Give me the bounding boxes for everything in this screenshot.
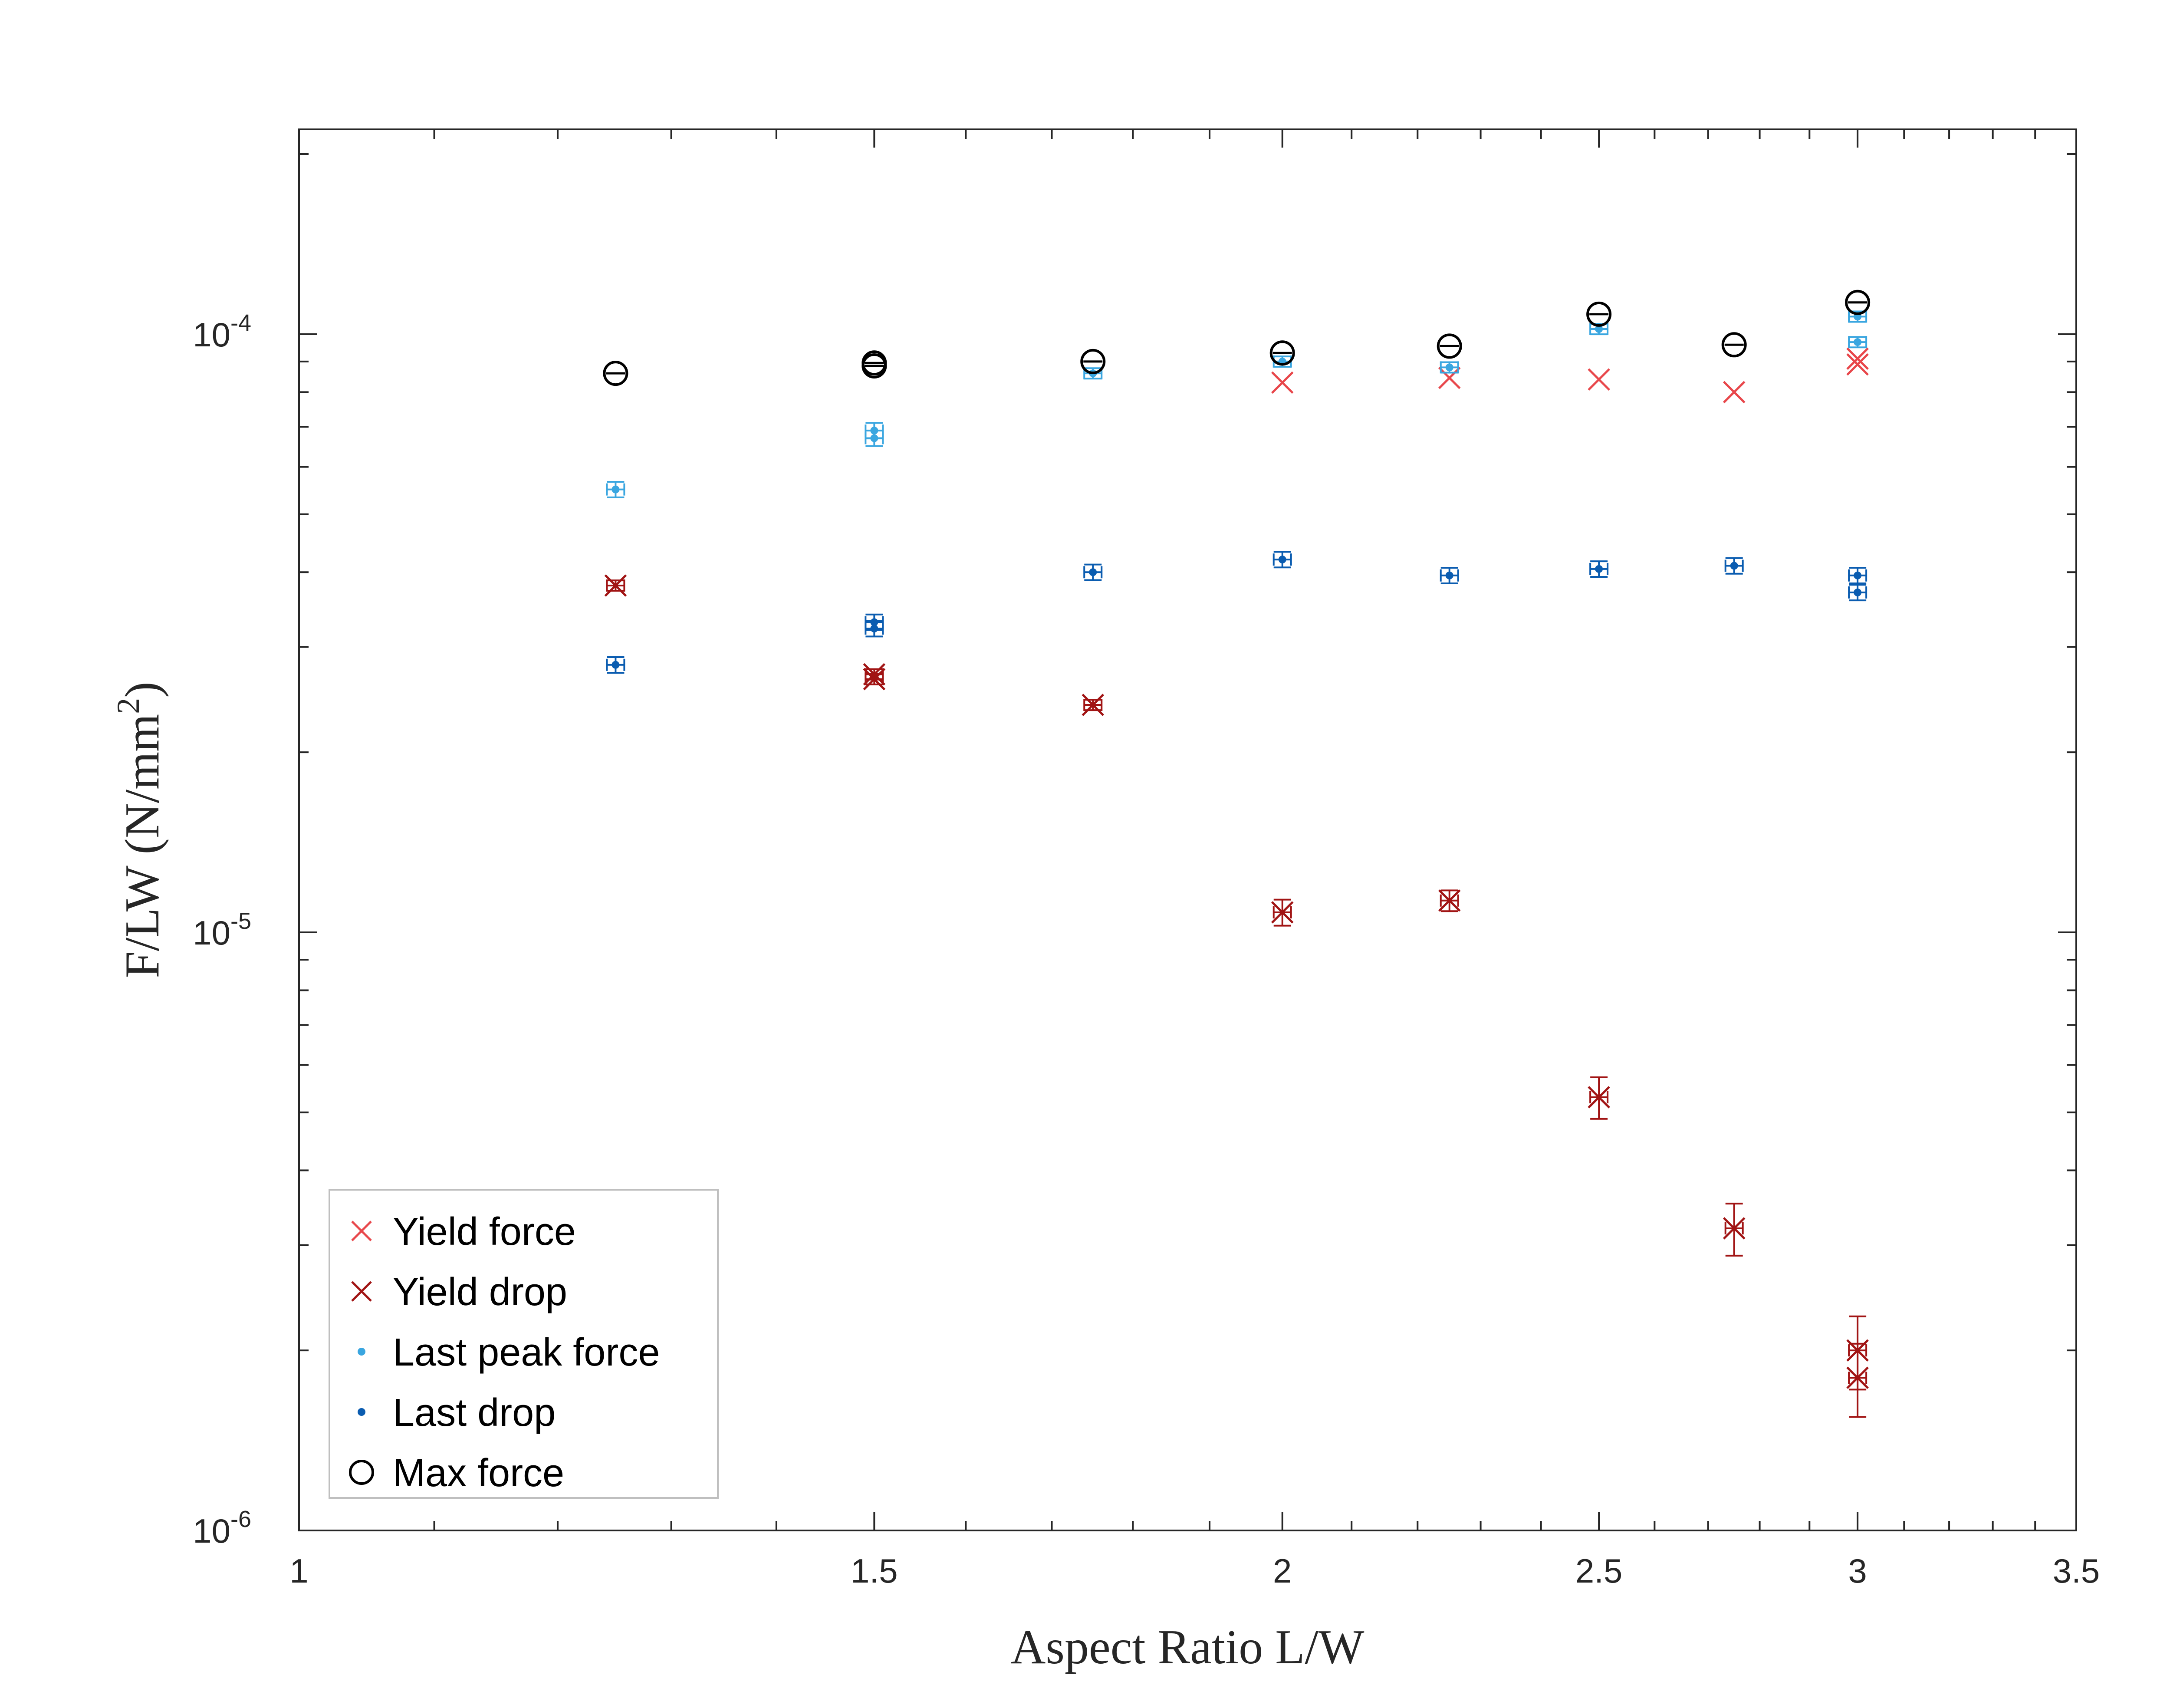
data-point <box>1269 340 1295 366</box>
legend-marker <box>351 1281 372 1302</box>
data-point <box>1271 901 1294 924</box>
legend-label: Last peak force <box>393 1331 660 1374</box>
legend-marker <box>349 1460 374 1485</box>
data-point <box>1445 363 1453 372</box>
y-axis-title: F/LW (N/mm2) <box>111 681 169 978</box>
y-axis-title-main: F/LW (N/mm <box>115 714 169 978</box>
data-point <box>1080 349 1106 374</box>
data-point <box>1089 568 1097 576</box>
data-point <box>1595 565 1603 573</box>
y-tick-label: 10-4 <box>193 310 251 354</box>
data-point <box>870 618 878 626</box>
legend-marker <box>358 1348 365 1356</box>
legend-entry-yield-force: Yield force <box>351 1210 576 1254</box>
data-point <box>612 661 620 669</box>
y-axis-title-close: ) <box>115 681 169 698</box>
data-point <box>1730 562 1738 570</box>
data-point <box>1588 368 1610 391</box>
data-point <box>861 350 887 376</box>
x-tick-label: 2.5 <box>1575 1552 1622 1590</box>
data-point <box>1082 694 1105 716</box>
y-tick-label: 10-5 <box>193 908 251 952</box>
series-yield-drop <box>604 574 1869 1418</box>
data-point <box>612 485 620 494</box>
legend-marker <box>358 1408 365 1416</box>
data-point <box>863 663 886 686</box>
series-last-peak-force <box>606 310 1868 498</box>
legend-entry-last-drop: Last drop <box>358 1391 556 1435</box>
legend-entry-last-peak-force: Last peak force <box>358 1331 660 1374</box>
data-point <box>1846 1366 1869 1389</box>
data-point <box>1723 1217 1746 1240</box>
data-point <box>1846 347 1869 370</box>
data-point <box>1845 290 1871 315</box>
data-point <box>1854 588 1862 596</box>
data-point <box>1278 556 1286 564</box>
series-yield-force <box>1271 347 1869 404</box>
x-tick-label: 2 <box>1273 1552 1292 1590</box>
y-tick-labels: 10-4 10-5 10-6 <box>193 310 251 1550</box>
x-tick-label: 3 <box>1848 1552 1867 1590</box>
legend-label: Yield drop <box>393 1270 567 1314</box>
data-point <box>1854 571 1862 579</box>
legend-label: Last drop <box>393 1391 556 1435</box>
error-bar <box>1849 1343 1867 1418</box>
data-point <box>603 361 628 386</box>
legend: Yield force Yield drop Last peak force Last… <box>329 1189 719 1499</box>
data-point <box>1437 333 1462 359</box>
legend-entries: Yield force Yield drop Last peak force Last… <box>349 1210 660 1495</box>
axis-ticks <box>298 129 2077 1531</box>
data-point <box>1723 381 1746 404</box>
data-point <box>1854 338 1862 346</box>
y-axis-title-superscript: 2 <box>111 698 146 714</box>
data-marks <box>603 290 1871 1418</box>
legend-box <box>329 1189 719 1499</box>
data-point <box>1588 1086 1610 1109</box>
plot-frame <box>298 128 2077 1531</box>
data-point <box>1586 301 1612 327</box>
legend-entry-yield-drop: Yield drop <box>351 1270 567 1314</box>
x-tick-labels: 1 1.5 2 2.5 3 3.5 <box>289 1552 2100 1590</box>
data-point <box>604 574 627 597</box>
legend-label: Max force <box>393 1451 564 1495</box>
data-point <box>1438 889 1461 912</box>
x-tick-label: 1.5 <box>851 1552 898 1590</box>
legend-entry-max-force: Max force <box>349 1451 564 1495</box>
data-point <box>870 426 878 434</box>
series-max-force <box>603 290 1871 386</box>
data-point <box>1445 571 1453 579</box>
legend-label: Yield force <box>393 1210 576 1254</box>
legend-marker <box>351 1221 372 1241</box>
y-tick-label: 10-6 <box>193 1506 251 1550</box>
data-point <box>1846 353 1869 376</box>
data-point <box>1595 325 1603 333</box>
series-last-drop <box>606 551 1868 674</box>
x-axis-title: Aspect Ratio L/W <box>1011 1620 1364 1674</box>
data-point <box>1271 371 1294 394</box>
x-tick-label: 3.5 <box>2053 1552 2100 1590</box>
data-point <box>1721 332 1747 358</box>
x-tick-label: 1 <box>289 1552 308 1590</box>
data-point <box>1438 366 1461 389</box>
